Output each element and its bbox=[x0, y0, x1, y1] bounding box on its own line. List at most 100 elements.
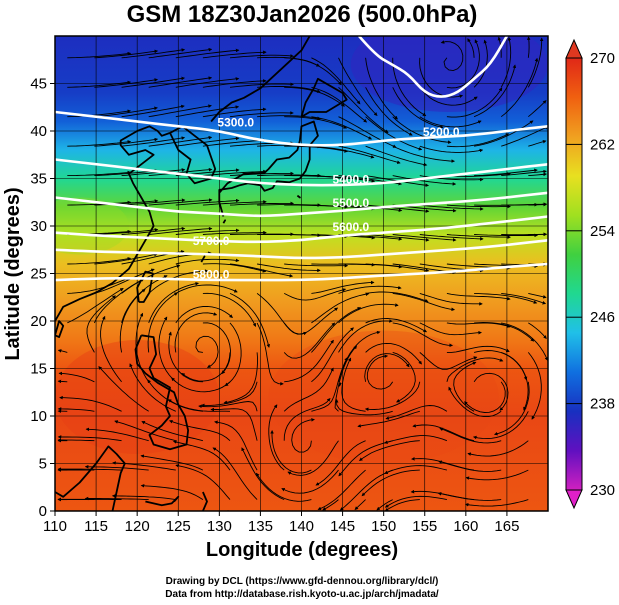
streamline bbox=[446, 322, 511, 328]
streamline bbox=[392, 175, 457, 186]
streamline bbox=[494, 381, 530, 436]
streamline bbox=[58, 371, 95, 383]
streamline bbox=[175, 258, 240, 265]
streamline bbox=[67, 51, 132, 59]
streamline bbox=[94, 137, 159, 147]
contour-5200 bbox=[358, 36, 509, 98]
coastline bbox=[136, 270, 154, 303]
streamline bbox=[284, 145, 349, 153]
streamline bbox=[229, 82, 294, 88]
streamline bbox=[315, 440, 366, 486]
streamline bbox=[392, 145, 456, 163]
streamline bbox=[147, 292, 178, 353]
streamline bbox=[528, 140, 547, 147]
y-tick-label: 25 bbox=[30, 266, 47, 283]
colorbar-tick-label: 262 bbox=[590, 136, 615, 153]
streamline bbox=[171, 377, 231, 393]
coastline bbox=[202, 491, 208, 511]
streamline bbox=[446, 204, 511, 209]
contour-label: 5800.0 bbox=[193, 267, 230, 281]
streamline bbox=[473, 64, 517, 118]
streamline bbox=[317, 469, 366, 511]
streamline bbox=[419, 204, 484, 211]
streamline bbox=[212, 447, 258, 500]
streamline bbox=[392, 322, 454, 348]
contour-5800 bbox=[55, 262, 548, 282]
x-tick-label: 160 bbox=[453, 518, 478, 535]
contour-label: 5600.0 bbox=[332, 220, 369, 234]
streamline bbox=[322, 499, 339, 511]
coastline bbox=[300, 77, 348, 118]
streamline bbox=[121, 76, 186, 88]
streamline bbox=[412, 424, 475, 442]
y-tick-label: 5 bbox=[39, 456, 47, 473]
streamline bbox=[311, 327, 354, 383]
streamline bbox=[200, 381, 258, 408]
streamline bbox=[392, 292, 456, 312]
streamline bbox=[365, 291, 429, 303]
x-tick-label: 125 bbox=[166, 518, 191, 535]
streamline bbox=[148, 76, 213, 88]
streamline bbox=[365, 234, 430, 242]
streamline bbox=[214, 420, 258, 471]
coastline bbox=[210, 36, 311, 123]
colorbar-tick-label: 230 bbox=[590, 482, 615, 499]
streamline bbox=[121, 264, 181, 294]
colorbar-tick-label: 238 bbox=[590, 396, 615, 413]
streamline bbox=[112, 461, 176, 471]
streamline bbox=[528, 100, 547, 118]
grid-lines bbox=[55, 36, 548, 511]
streamline bbox=[148, 104, 212, 118]
streamline bbox=[229, 263, 294, 278]
streamline bbox=[202, 107, 267, 118]
streamline bbox=[195, 335, 219, 368]
streamline bbox=[311, 307, 362, 353]
streamline bbox=[357, 410, 420, 428]
streamline bbox=[168, 331, 203, 383]
streamline bbox=[419, 352, 478, 370]
streamline bbox=[528, 292, 547, 299]
streamline bbox=[464, 499, 529, 507]
streamline bbox=[202, 200, 267, 206]
contour-5300 bbox=[55, 110, 548, 147]
streamline bbox=[284, 339, 334, 383]
streamline bbox=[385, 405, 448, 420]
streamline bbox=[338, 57, 378, 117]
x-tick-label: 150 bbox=[371, 518, 396, 535]
contour-label: 5300.0 bbox=[217, 115, 254, 129]
streamline bbox=[384, 499, 420, 511]
streamline bbox=[419, 234, 484, 241]
streamline bbox=[284, 263, 349, 268]
streamline bbox=[419, 322, 482, 336]
streamline bbox=[384, 495, 447, 508]
streamline bbox=[366, 354, 394, 390]
streamline bbox=[501, 169, 547, 177]
chart-title: GSM 18Z30Jan2026 (500.0hPa) bbox=[127, 1, 478, 28]
streamline bbox=[175, 48, 240, 59]
streamline bbox=[148, 167, 213, 177]
streamline bbox=[57, 379, 68, 384]
streamline bbox=[174, 312, 218, 353]
streamline bbox=[365, 263, 430, 273]
streamline bbox=[338, 440, 393, 477]
streamline bbox=[291, 418, 315, 453]
streamline bbox=[121, 104, 185, 118]
streamline bbox=[148, 226, 213, 235]
x-tick-label: 110 bbox=[43, 518, 67, 535]
credit-line-1: Drawing by DCL (https://www.gfd-dennou.o… bbox=[166, 576, 439, 587]
streamline bbox=[175, 284, 238, 294]
x-tick-label: 155 bbox=[412, 518, 437, 535]
streamline bbox=[100, 315, 122, 383]
y-tick-label: 35 bbox=[30, 171, 47, 188]
y-tick-label: 0 bbox=[39, 503, 47, 520]
streamline bbox=[338, 86, 389, 134]
y-axis-title: Latitude (degrees) bbox=[2, 187, 24, 360]
streamline bbox=[98, 366, 149, 412]
streamline bbox=[474, 233, 539, 238]
streamline bbox=[338, 285, 402, 294]
streamline bbox=[94, 252, 158, 265]
geopotential-contours bbox=[55, 36, 548, 282]
streamline bbox=[364, 353, 410, 382]
streamline bbox=[501, 322, 548, 361]
